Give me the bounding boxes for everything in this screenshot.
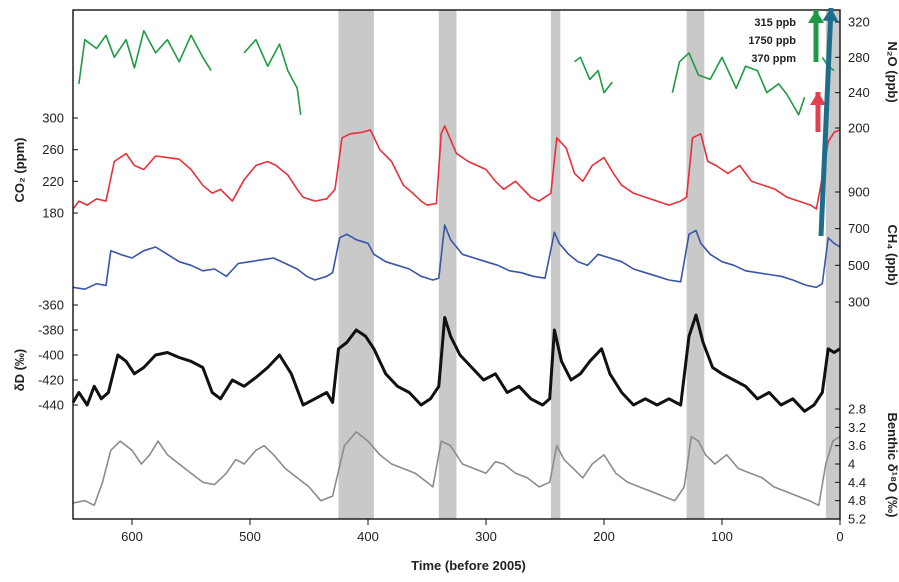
co2-modern-arrow-head [810, 92, 826, 105]
x-tick-label-5: 100 [711, 529, 733, 544]
y-tick-label-3-0: -360 [38, 298, 64, 313]
series-line-0-1 [243, 38, 302, 115]
modern-annotation-2: 370 ppm [751, 53, 796, 65]
axes-layer: 600 500 400 300 200 100 0 Time (before 2005) 200… [12, 9, 899, 573]
y-tick-label-0-3: 320 [848, 15, 870, 30]
y-axis-title-2: CH₄ (ppb) [885, 224, 899, 285]
y-tick-label-0-0: 200 [848, 121, 870, 136]
y-tick-label-0-2: 280 [848, 50, 870, 65]
y-tick-label-2-1: 500 [848, 258, 870, 273]
interglacial-band-3 [686, 10, 705, 519]
series-line-0-2 [574, 56, 613, 94]
interglacial-bands [338, 10, 840, 519]
y-tick-label-3-2: -400 [38, 348, 64, 363]
x-tick-label-4: 200 [593, 529, 615, 544]
series-line-3-0 [71, 313, 841, 413]
y-tick-label-4-3: 4 [848, 457, 855, 472]
interglacial-band-2 [550, 10, 561, 519]
y-tick-label-3-4: -440 [38, 398, 64, 413]
series-line-0-3 [671, 52, 806, 116]
x-axis-title: Time (before 2005) [411, 558, 526, 573]
x-tick-label-2: 400 [357, 529, 379, 544]
series-line-2-0 [72, 224, 841, 291]
x-tick-label-3: 300 [475, 529, 497, 544]
y-tick-label-3-1: -380 [38, 323, 64, 338]
y-tick-label-4-4: 4.4 [848, 475, 866, 490]
y-axis-title-1: CO₂ (ppm) [12, 138, 27, 203]
y-tick-label-4-0: 2.8 [848, 402, 866, 417]
interglacial-band-1 [438, 10, 457, 519]
y-axis-title-3: δD (‰) [12, 349, 27, 392]
y-axis-title-0: N₂O (ppb) [885, 41, 899, 102]
y-tick-label-1-3: 300 [42, 111, 64, 126]
ch4-modern-arrow-head [822, 8, 839, 22]
y-tick-label-4-2: 3.6 [848, 438, 866, 453]
ch4-modern-arrow-shaft [818, 7, 834, 237]
y-tick-label-1-2: 260 [42, 142, 64, 157]
x-tick-label-6: 0 [836, 529, 843, 544]
y-tick-label-4-6: 5.2 [848, 512, 866, 527]
series-line-1-0 [72, 125, 841, 210]
x-tick-label-0: 600 [121, 529, 143, 544]
y-tick-label-4-1: 3.2 [848, 420, 866, 435]
n2o-modern-arrow-head [808, 10, 824, 23]
series-line-0-0 [78, 29, 212, 84]
annotations-layer: 315 ppb 1750 ppb 370 ppm [748, 7, 839, 237]
y-axis-title-4: Benthic δ¹⁸O (‰) [885, 412, 899, 517]
series-line-4-0 [72, 431, 841, 507]
plot-frame [72, 9, 841, 520]
modern-annotation-0: 315 ppb [754, 17, 796, 29]
interglacial-band-0 [338, 10, 374, 519]
y-tick-label-2-2: 700 [848, 221, 870, 236]
y-tick-label-3-3: -420 [38, 373, 64, 388]
y-tick-label-1-0: 180 [42, 206, 64, 221]
series-layer [71, 29, 841, 507]
y-tick-label-2-0: 300 [848, 295, 870, 310]
interglacial-band-4 [825, 10, 840, 519]
modern-annotation-1: 1750 ppb [748, 35, 796, 47]
y-tick-label-4-5: 4.8 [848, 493, 866, 508]
y-tick-label-1-1: 220 [42, 174, 64, 189]
x-tick-label-1: 500 [239, 529, 261, 544]
y-tick-label-2-3: 900 [848, 185, 870, 200]
y-tick-label-0-1: 240 [848, 85, 870, 100]
